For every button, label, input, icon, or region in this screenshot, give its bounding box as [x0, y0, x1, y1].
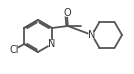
- Text: N: N: [48, 39, 56, 49]
- Text: Cl: Cl: [9, 45, 18, 55]
- Circle shape: [10, 46, 18, 54]
- Text: N: N: [88, 30, 96, 40]
- Text: O: O: [63, 8, 71, 18]
- Circle shape: [89, 32, 95, 38]
- Circle shape: [49, 41, 55, 47]
- Circle shape: [64, 10, 70, 16]
